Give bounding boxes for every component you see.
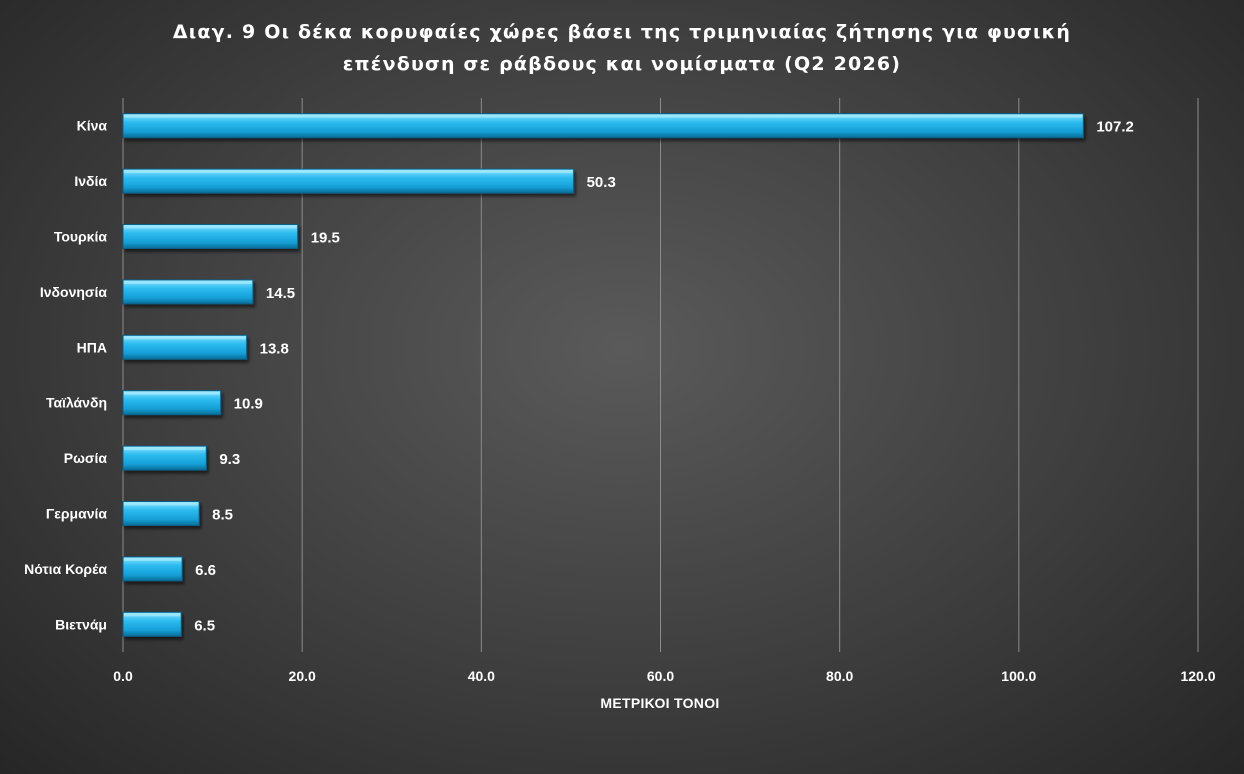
chart-title-line-1: Διαγ. 9 Οι δέκα κορυφαίες χώρες βάσει τη… xyxy=(173,21,1071,43)
bars xyxy=(122,113,1084,637)
category-label: Κίνα xyxy=(77,118,108,134)
x-tick-label: 20.0 xyxy=(289,668,316,684)
value-label: 10.9 xyxy=(234,396,263,413)
bar-highlight xyxy=(124,502,199,506)
bar-highlight xyxy=(124,225,297,229)
value-label: 6.5 xyxy=(194,617,215,634)
value-label: 13.8 xyxy=(260,340,289,357)
value-label: 6.6 xyxy=(195,562,216,579)
bar-highlight xyxy=(124,613,181,617)
category-label: Ινδία xyxy=(74,173,107,189)
category-label: Ινδονησία xyxy=(40,284,108,300)
x-tick-label: 120.0 xyxy=(1180,668,1215,684)
bar-highlight xyxy=(124,114,1083,118)
value-label: 107.2 xyxy=(1096,119,1134,136)
bar-highlight xyxy=(124,447,206,451)
bar-highlight xyxy=(124,336,246,340)
category-label: Τουρκία xyxy=(54,229,108,245)
category-label: Γερμανία xyxy=(46,506,108,522)
category-label: Ρωσία xyxy=(64,450,108,466)
x-tick-labels: 0.0 20.0 40.0 60.0 80.0 100.0 120.0 xyxy=(113,668,1215,684)
category-labels: Κίνα Ινδία Τουρκία Ινδονησία ΗΠΑ Ταϊλάνδη Ρωσί… xyxy=(24,118,107,633)
category-label: Βιετνάμ xyxy=(55,616,107,632)
value-label: 19.5 xyxy=(311,230,340,247)
bar-highlight xyxy=(124,170,573,174)
x-axis-title: ΜΕΤΡΙΚΟΙ ΤΟΝΟΙ xyxy=(600,695,719,711)
value-label: 9.3 xyxy=(219,451,240,468)
value-label: 14.5 xyxy=(266,285,295,302)
category-label: Ταϊλάνδη xyxy=(46,395,107,411)
value-label: 50.3 xyxy=(587,174,616,191)
bar-highlight xyxy=(124,391,220,395)
bar-highlight xyxy=(124,280,252,284)
chart-title-line-2: επένδυση σε ράβδους και νομίσματα (Q2 20… xyxy=(343,53,901,75)
value-labels: 107.2 50.3 19.5 14.5 13.8 10.9 9.3 8.5 6.6 6.5 xyxy=(194,119,1134,635)
x-tick-label: 80.0 xyxy=(826,668,853,684)
x-tick-label: 40.0 xyxy=(468,668,495,684)
x-tick-label: 0.0 xyxy=(113,668,133,684)
value-label: 8.5 xyxy=(212,507,233,524)
x-tick-label: 100.0 xyxy=(1001,668,1036,684)
category-label: Νότια Κορέα xyxy=(24,561,107,577)
x-tick-label: 60.0 xyxy=(647,668,674,684)
category-label: ΗΠΑ xyxy=(77,339,107,355)
bar-highlight xyxy=(124,557,182,561)
